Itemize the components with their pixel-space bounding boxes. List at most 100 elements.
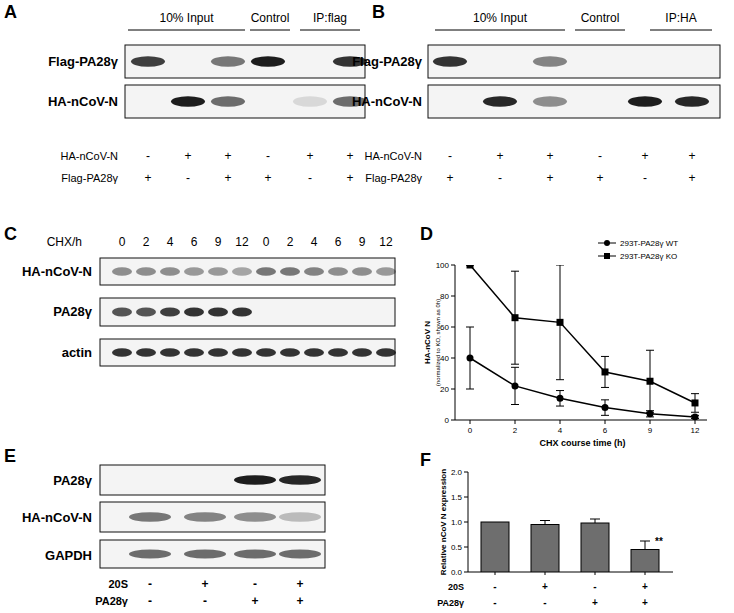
error-bar [601,400,609,416]
blot-band [234,475,276,485]
blot-band [184,512,226,522]
blot-band [160,348,180,357]
y-tick-label: 80 [440,292,449,301]
condition-label: Flag-PA28γ [365,172,422,184]
y-tick-label: 0 [445,416,450,425]
y-axis-label: Relative nCoV N expression [439,469,448,575]
condition-sign: - [266,149,270,163]
blot-band [112,267,132,276]
blot-band [533,96,567,107]
condition-sign: - [253,577,257,591]
blot-band [234,512,276,522]
blot-frame [100,540,325,568]
y-tick [464,547,468,548]
condition-sign: - [493,597,496,608]
bar [531,525,559,573]
time-tick: 9 [359,235,366,249]
legend-entry: 293T-PA28γ WT [620,239,678,248]
legend-line [598,256,616,257]
error-bar [540,521,550,525]
blot-band [280,348,300,357]
row-label: actin [62,345,92,360]
group-header: 10% Input [473,11,528,25]
x-axis [455,420,707,421]
group-header: Control [251,11,290,25]
blot-frame [125,85,365,118]
x-tick [595,572,596,575]
blot-band [256,267,276,276]
blot-band [304,348,324,357]
marker [602,368,609,375]
condition-sign: + [688,171,695,185]
panel-letter: C [4,224,17,244]
error-bar [556,265,564,380]
error-bar [646,350,654,412]
x-axis-label: CHX course time (h) [539,438,625,448]
condition-sign: - [203,594,207,608]
time-tick: 2 [143,235,150,249]
condition-sign: + [546,149,553,163]
condition-sign: + [296,594,303,608]
condition-sign: - [543,597,546,608]
y-tick-label: 1.5 [451,493,463,502]
blot-band [352,267,372,276]
blot-band [232,308,252,317]
y-tick-label: 60 [440,323,449,332]
blot-band [184,348,204,357]
blot-band [184,550,226,559]
marker [467,355,474,362]
time-label: CHX/h [47,235,82,249]
y-tick-label: 100 [436,261,450,270]
x-tick [560,420,561,424]
blot-band [234,550,276,559]
condition-sign: - [146,149,150,163]
y-tick [464,472,468,473]
row-label: PA28γ [53,304,93,319]
blot-frame [100,339,395,366]
error-bar [601,356,609,387]
time-tick: 0 [119,235,126,249]
blot-frame [100,298,395,326]
marker [692,413,699,420]
y-tick-label: 1.0 [451,518,463,527]
condition-sign: - [148,594,152,608]
bar [581,523,609,572]
row-label: Flag-PA28γ [48,54,119,69]
blot-band [129,550,171,559]
time-tick: 9 [215,235,222,249]
condition-sign: - [498,171,502,185]
blot-band [304,267,324,276]
time-tick: 12 [235,235,249,249]
condition-sign: + [296,577,303,591]
blot-band [136,308,156,317]
condition-sign: - [493,581,496,592]
condition-sign: + [688,149,695,163]
blot-band [184,308,204,317]
row-label: GAPDH [45,548,92,563]
blot-band [211,96,245,107]
x-tick [605,420,606,424]
blot-band [171,96,205,107]
header-rule [650,30,712,31]
panel-letter: E [4,446,16,466]
condition-sign: + [596,171,603,185]
blot-band [675,96,709,107]
y-tick-label: 40 [440,354,449,363]
condition-sign: + [642,597,648,608]
marker [512,314,519,321]
blot-band [184,267,204,276]
condition-sign: + [642,581,648,592]
blot-band [628,96,662,107]
error-bar [466,327,474,389]
y-tick [451,389,455,390]
plot-area [481,519,659,572]
y-tick [451,296,455,297]
blot-band [293,96,327,107]
condition-sign: + [346,171,353,185]
y-tick [451,420,455,421]
condition-sign: - [448,149,452,163]
condition-label: Flag-PA28γ [61,172,118,184]
y-tick-label: 2.0 [451,468,463,477]
x-tick-label: 6 [603,426,608,435]
bar [631,550,659,573]
